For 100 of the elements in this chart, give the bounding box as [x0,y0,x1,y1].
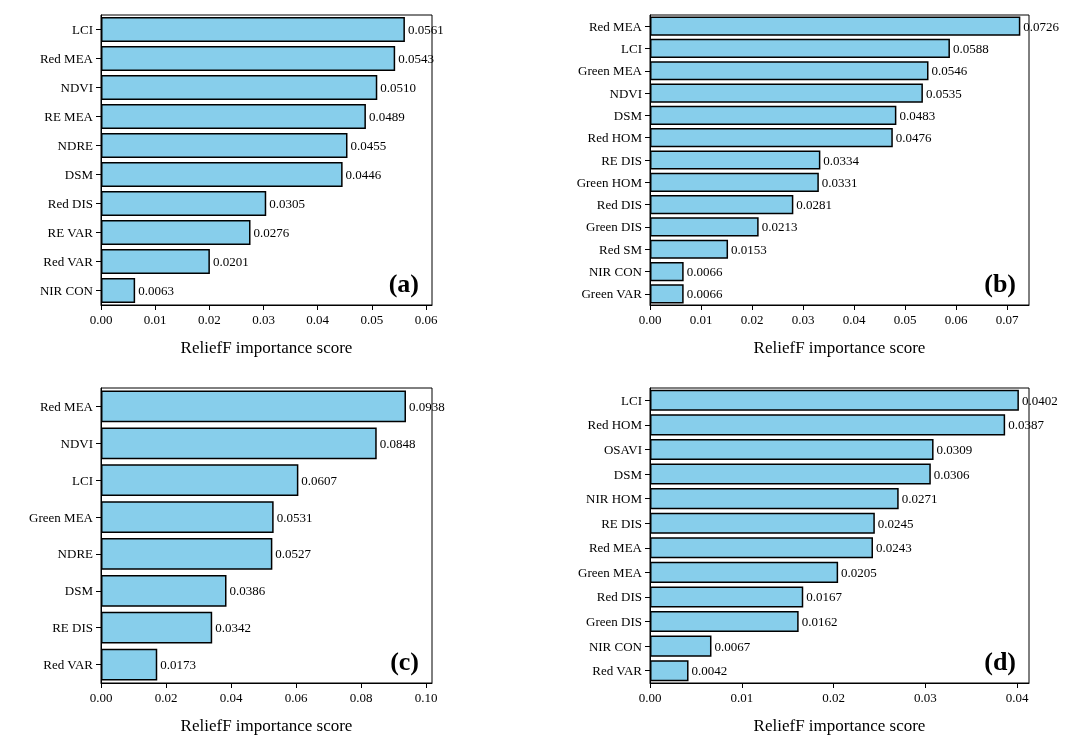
data-label: 0.0546 [931,63,968,79]
x-tick-label: 0.04 [1005,690,1029,705]
data-label: 0.0162 [801,614,838,630]
x-tick-label: 0.07 [995,312,1019,327]
y-tick-label: OSAVI [603,441,642,457]
y-tick-label: Green MEA [578,63,643,79]
y-tick-label: LCI [621,40,642,56]
y-tick-label: Red VAR [43,657,94,673]
y-tick-label: Red VAR [592,663,643,679]
x-axis-title: ReliefF importance score [180,338,353,357]
y-tick-label: Red DIS [596,589,642,605]
x-tick-label: 0.05 [360,312,384,327]
data-label: 0.0305 [269,196,305,211]
y-tick-label: Red MEA [588,540,643,556]
annotation: (b) [984,268,1016,298]
y-tick-label: DSM [64,167,94,182]
x-tick-label: 0.00 [89,690,113,705]
y-tick-label: Red SM [599,241,643,257]
y-tick-label: Green DIS [586,614,642,630]
y-tick-label: NDRE [57,138,94,153]
y-tick-label: Green MEA [578,564,643,580]
data-label: 0.0281 [796,197,833,213]
y-tick-label: Green VAR [581,286,643,302]
data-label: 0.0173 [160,657,196,673]
x-tick-label: 0.03 [252,312,275,327]
x-tick-label: 0.02 [740,312,764,327]
y-tick-label: Red MEA [588,18,643,34]
y-tick-label: DSM [613,107,643,123]
x-axis-title: ReliefF importance score [753,338,926,357]
data-label: 0.0167 [806,589,843,605]
y-tick-label: Green MEA [29,509,94,525]
data-label: 0.0938 [408,398,445,414]
data-label: 0.0243 [876,540,912,556]
x-tick-label: 0.03 [913,690,937,705]
y-tick-label: DSM [64,583,94,599]
x-axis-title: ReliefF importance score [180,716,353,735]
y-tick-label: NIR CON [39,283,94,298]
annotation: (d) [984,646,1016,676]
y-tick-label: Red HOM [587,130,643,146]
data-label: 0.0334 [823,152,860,168]
x-tick-label: 0.10 [414,690,438,705]
data-label: 0.0483 [899,107,936,123]
x-tick-label: 0.08 [349,690,373,705]
x-tick-label: 0.06 [284,690,308,705]
data-label: 0.0402 [1021,392,1058,408]
data-label: 0.0510 [380,80,417,95]
y-tick-label: NIR CON [588,638,643,654]
x-tick-label: 0.06 [414,312,438,327]
y-tick-label: RE DIS [601,515,642,531]
y-tick-label: Red DIS [596,197,642,213]
x-tick-label: 0.02 [822,690,845,705]
data-label: 0.0489 [368,109,405,124]
annotation: (a) [388,268,420,298]
data-label: 0.0387 [1008,417,1045,433]
y-tick-label: RE DIS [601,152,642,168]
x-tick-label: 0.04 [306,312,330,327]
y-tick-label: Red MEA [39,51,94,66]
y-tick-label: NDVI [60,435,93,451]
y-tick-label: NDVI [609,85,642,101]
y-tick-label: NDVI [60,80,93,95]
y-tick-label: RE MEA [44,109,94,124]
x-axis-title: ReliefF importance score [753,716,926,735]
data-label: 0.0446 [345,167,382,182]
y-tick-label: RE DIS [52,620,93,636]
data-label: 0.0342 [215,620,251,636]
y-tick-label: LCI [621,392,642,408]
y-tick-label: Red VAR [43,254,94,269]
data-label: 0.0309 [936,441,973,457]
data-label: 0.0331 [821,174,858,190]
y-tick-label: Green DIS [586,219,642,235]
data-label: 0.0271 [901,491,938,507]
data-label: 0.0531 [276,509,313,525]
x-tick-label: 0.03 [791,312,815,327]
y-tick-label: DSM [613,466,643,482]
x-tick-label: 0.06 [944,312,968,327]
x-tick-label: 0.01 [730,690,754,705]
y-tick-label: Red DIS [47,196,93,211]
data-label: 0.0607 [301,472,338,488]
data-label: 0.0213 [761,219,798,235]
x-tick-label: 0.00 [638,312,662,327]
y-tick-label: RE VAR [47,225,94,240]
data-label: 0.0848 [379,435,416,451]
data-label: 0.0067 [714,638,751,654]
data-label: 0.0726 [1023,18,1060,34]
data-label: 0.0455 [350,138,387,153]
data-label: 0.0306 [933,466,971,482]
data-label: 0.0201 [212,254,249,269]
data-label: 0.0561 [407,22,444,37]
data-label: 0.0527 [275,546,312,562]
x-tick-label: 0.02 [154,690,178,705]
data-label: 0.0276 [253,225,290,240]
data-label: 0.0245 [877,515,914,531]
y-tick-label: NIR HOM [586,491,643,507]
data-label: 0.0535 [925,85,962,101]
x-tick-label: 0.00 [89,312,113,327]
x-tick-label: 0.01 [689,312,713,327]
data-label: 0.0063 [138,283,174,298]
data-label: 0.0386 [229,583,266,599]
y-tick-label: Green HOM [576,174,643,190]
y-tick-label: Red HOM [587,417,643,433]
